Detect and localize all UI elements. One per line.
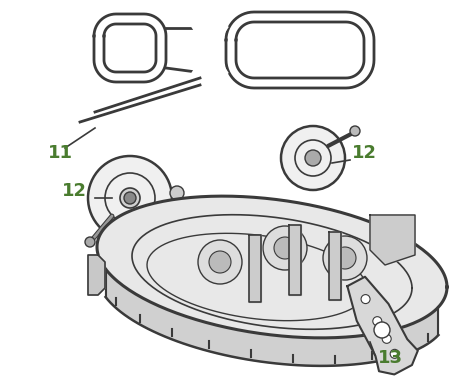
Circle shape xyxy=(88,156,172,240)
Circle shape xyxy=(390,349,399,358)
Circle shape xyxy=(85,237,95,247)
Text: 13: 13 xyxy=(378,349,403,367)
Circle shape xyxy=(263,226,307,270)
Polygon shape xyxy=(88,255,105,295)
Circle shape xyxy=(361,294,370,304)
Circle shape xyxy=(305,150,321,166)
Text: 12: 12 xyxy=(62,182,87,200)
Circle shape xyxy=(382,334,391,343)
Circle shape xyxy=(209,251,231,273)
Circle shape xyxy=(120,188,140,208)
Polygon shape xyxy=(329,232,341,300)
Circle shape xyxy=(198,240,242,284)
Polygon shape xyxy=(249,235,261,302)
Polygon shape xyxy=(97,196,447,338)
Circle shape xyxy=(334,247,356,269)
Circle shape xyxy=(323,236,367,280)
Circle shape xyxy=(373,317,382,326)
Text: 11: 11 xyxy=(48,144,73,162)
Circle shape xyxy=(124,192,136,204)
Polygon shape xyxy=(94,14,166,82)
Circle shape xyxy=(281,126,345,190)
Polygon shape xyxy=(226,12,374,88)
Circle shape xyxy=(374,322,390,338)
Circle shape xyxy=(170,186,184,200)
Polygon shape xyxy=(106,269,438,366)
Polygon shape xyxy=(289,225,301,295)
Circle shape xyxy=(350,126,360,136)
Text: 12: 12 xyxy=(352,144,377,162)
Polygon shape xyxy=(347,277,418,375)
Polygon shape xyxy=(370,215,415,265)
Circle shape xyxy=(274,237,296,259)
